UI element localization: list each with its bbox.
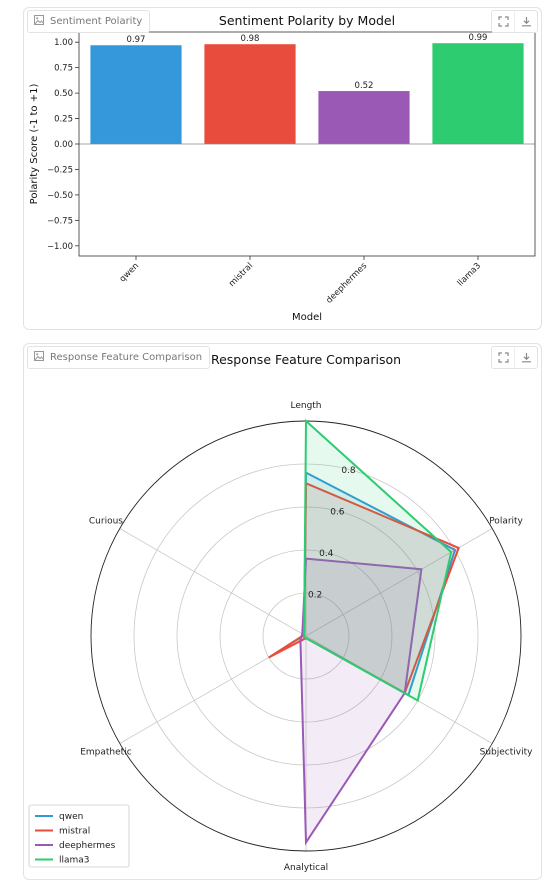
radial-tick-label: 0.2 <box>308 590 322 600</box>
chart-toolbar <box>491 10 538 33</box>
x-tick-label: llama3 <box>456 261 483 288</box>
y-tick-label: −0.50 <box>47 191 73 201</box>
y-tick-label: 0.75 <box>54 64 73 74</box>
feature-chart-panel: Response Feature Comparison Response Fea… <box>23 343 542 880</box>
series-area <box>304 421 452 701</box>
legend-label: deephermes <box>59 841 116 851</box>
series-line <box>303 418 453 703</box>
radar-chart: Response Feature Comparison 0.2 0.4 0.6 0.8 L… <box>28 352 534 873</box>
chart-badge-label: Sentiment Polarity <box>50 16 143 27</box>
axis-label: Empathetic <box>80 748 131 758</box>
radial-tick-label: 0.8 <box>341 466 356 476</box>
bar-value-label: 0.99 <box>469 33 488 43</box>
bar-value-label: 0.98 <box>241 34 260 44</box>
y-tick-label: 1.00 <box>54 38 73 48</box>
legend-label: qwen <box>59 812 83 822</box>
bar <box>432 43 524 145</box>
y-tick-label: 0.25 <box>54 115 73 125</box>
y-tick-label: 0.50 <box>54 89 73 99</box>
axis-label: Analytical <box>284 863 328 873</box>
image-icon <box>34 15 44 28</box>
bar-value-label: 0.52 <box>355 81 374 91</box>
radial-tick-label: 0.4 <box>319 549 334 559</box>
bar-chart: Sentiment Polarity by Model 0.97 qwen 0.98 m… <box>29 13 536 323</box>
legend-label: mistral <box>59 827 90 837</box>
legend-box <box>28 804 130 868</box>
x-tick-label: mistral <box>227 261 255 289</box>
chart-badge-label: Response Feature Comparison <box>50 352 203 363</box>
expand-icon[interactable] <box>492 347 514 368</box>
bar <box>204 44 296 144</box>
bar <box>90 45 182 145</box>
radial-tick-label: 0.6 <box>330 507 345 517</box>
y-tick-label: −0.75 <box>47 216 73 226</box>
x-tick-label: deephermes <box>324 261 369 306</box>
series-area <box>304 472 455 696</box>
legend-label: llama3 <box>59 856 90 866</box>
chart-badge: Response Feature Comparison <box>27 346 211 369</box>
axis-label: Polarity <box>489 517 523 527</box>
series-area <box>300 558 422 843</box>
download-icon[interactable] <box>514 347 537 368</box>
bar-value-label: 0.97 <box>127 35 146 45</box>
image-icon <box>34 351 44 364</box>
chart-badge: Sentiment Polarity <box>27 10 151 33</box>
axis-label: Curious <box>89 517 123 527</box>
expand-icon[interactable] <box>492 11 514 32</box>
angular-gridline <box>119 528 307 637</box>
x-tick-label: qwen <box>118 261 141 284</box>
sentiment-chart-panel: Sentiment Polarity Sentiment Polarity by… <box>23 7 542 330</box>
y-tick-label: −0.25 <box>47 165 73 175</box>
chart-title: Sentiment Polarity by Model <box>219 13 395 28</box>
chart-title: Response Feature Comparison <box>211 352 401 367</box>
y-tick-label: 0.00 <box>54 140 73 150</box>
axis-label: Subjectivity <box>480 748 534 758</box>
x-axis-label: Model <box>292 312 322 323</box>
angular-gridline <box>305 528 493 637</box>
bar <box>318 91 410 144</box>
chart-toolbar <box>491 346 538 369</box>
y-axis-label: Polarity Score (-1 to +1) <box>29 84 40 205</box>
download-icon[interactable] <box>514 11 537 32</box>
y-tick-label: −1.00 <box>47 242 73 252</box>
series-line <box>299 557 423 846</box>
axis-label: Length <box>290 401 321 411</box>
